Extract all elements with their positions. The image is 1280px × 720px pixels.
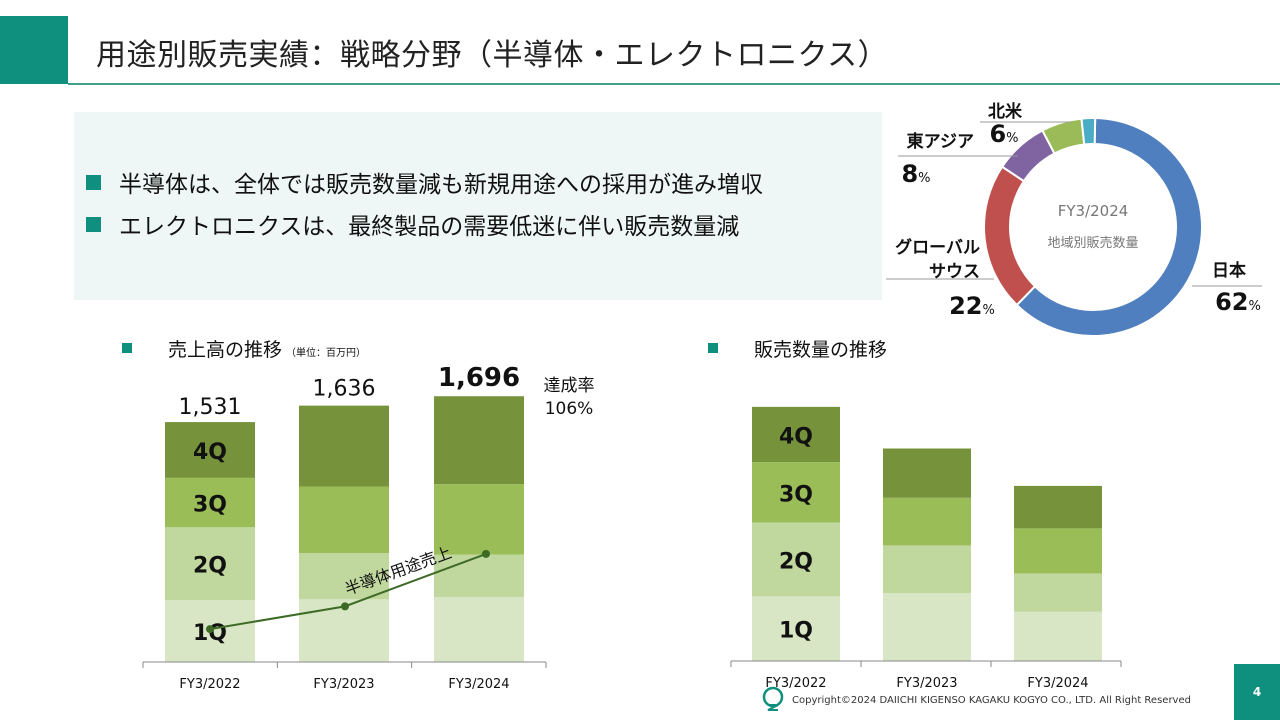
region-label: 北米 bbox=[988, 101, 1023, 122]
bar-segment bbox=[752, 522, 840, 597]
bar-segment bbox=[299, 405, 389, 487]
region-percent: 8% bbox=[901, 160, 930, 188]
donut-slice bbox=[1080, 117, 1097, 146]
semiconductor-point bbox=[341, 602, 349, 611]
summary-box: 半導体は、全体では販売数量減も新規用途への採用が進み増収 エレクトロニクスは、最… bbox=[74, 112, 882, 300]
bar-segment bbox=[883, 448, 971, 498]
region-label: 東アジア bbox=[907, 131, 974, 152]
bar-total-label: 1,531 bbox=[179, 395, 242, 420]
summary-bullet: エレクトロニクスは、最終製品の需要低迷に伴い販売数量減 bbox=[86, 207, 739, 241]
volume-bar-chart: 1Q 2Q 3Q 4Q FY3/2022 FY3/2023 FY3/2024 bbox=[730, 406, 1122, 691]
bar-segment bbox=[1014, 485, 1102, 529]
donut-center-sublabel: 地域別販売数量 bbox=[1047, 235, 1138, 251]
sales-chart-heading: 売上高の推移 （単位：百万円） bbox=[122, 335, 366, 362]
title-accent-block bbox=[0, 16, 68, 84]
achievement-value: 106% bbox=[545, 399, 594, 419]
bar-segment bbox=[434, 596, 524, 662]
x-tick-label: FY3/2024 bbox=[1027, 676, 1088, 691]
bar-segment bbox=[883, 497, 971, 546]
region-label: グローバル bbox=[895, 237, 980, 258]
bar-segment bbox=[434, 554, 524, 597]
x-tick-label: FY3/2022 bbox=[765, 676, 826, 691]
x-tick-label: FY3/2024 bbox=[448, 677, 509, 692]
bar-segment bbox=[752, 462, 840, 523]
page-number: 4 bbox=[1252, 685, 1262, 699]
bar-segment bbox=[434, 484, 524, 555]
bar-segment bbox=[1014, 573, 1102, 612]
donut-slice bbox=[983, 165, 1037, 307]
bar-segment bbox=[299, 553, 389, 600]
percent-unit: % bbox=[918, 171, 930, 186]
quarter-label: 1Q bbox=[193, 621, 227, 646]
donut-slice bbox=[1015, 117, 1203, 337]
region-percent: 6% bbox=[989, 120, 1018, 148]
percent-unit: % bbox=[983, 303, 995, 318]
quarter-label: 1Q bbox=[779, 619, 813, 644]
bullet-square-icon bbox=[86, 217, 101, 232]
bar-segment bbox=[434, 396, 524, 485]
region-label: サウス bbox=[929, 262, 980, 282]
quarter-label: 3Q bbox=[193, 493, 227, 518]
region-label: 日本 bbox=[1212, 260, 1246, 281]
bar-segment bbox=[883, 593, 971, 661]
page-title: 用途別販売実績：戦略分野（半導体・エレクトロニクス） bbox=[96, 38, 889, 73]
summary-bullet-text: エレクトロニクスは、最終製品の需要低迷に伴い販売数量減 bbox=[119, 214, 740, 240]
summary-bullet: 半導体は、全体では販売数量減も新規用途への採用が進み増収 bbox=[86, 165, 763, 199]
x-tick-label: FY3/2022 bbox=[179, 677, 240, 692]
quarter-label: 3Q bbox=[779, 482, 813, 507]
copyright-text: Copyright©2024 DAIICHI KIGENSO KAGAKU KO… bbox=[792, 695, 1191, 706]
bar-segment bbox=[752, 406, 840, 463]
bar-segment bbox=[165, 422, 255, 478]
quarter-label: 2Q bbox=[193, 554, 227, 579]
bar-segment bbox=[165, 527, 255, 601]
x-tick-label: FY3/2023 bbox=[896, 676, 957, 691]
region-percent: 62% bbox=[1215, 288, 1261, 316]
company-logo-icon bbox=[762, 686, 784, 711]
donut-center-label: FY3/2024 bbox=[1058, 202, 1129, 220]
summary-bullet-text: 半導体は、全体では販売数量減も新規用途への採用が進み増収 bbox=[119, 172, 763, 198]
volume-chart-title: 販売数量の推移 bbox=[754, 339, 888, 361]
quarter-label: 2Q bbox=[779, 549, 813, 574]
page-number-box: 4 bbox=[1234, 664, 1280, 720]
bullet-square-icon bbox=[86, 175, 101, 190]
title-divider bbox=[68, 83, 1280, 85]
bar-segment bbox=[883, 545, 971, 593]
quarter-label: 4Q bbox=[193, 440, 227, 465]
quarter-label: 4Q bbox=[779, 424, 813, 449]
heading-square-icon bbox=[708, 343, 718, 353]
bar-segment bbox=[752, 596, 840, 661]
volume-chart-heading: 販売数量の推移 bbox=[708, 335, 887, 362]
bar-total-label: 1,636 bbox=[313, 377, 376, 402]
bar-total-label: 1,696 bbox=[438, 363, 520, 393]
achievement-label: 達成率 bbox=[544, 376, 595, 396]
percent-unit: % bbox=[1006, 131, 1018, 146]
percent-unit: % bbox=[1249, 299, 1261, 314]
x-tick-label: FY3/2023 bbox=[313, 677, 374, 692]
sales-chart-unit: （単位：百万円） bbox=[286, 348, 367, 359]
sales-bar-chart: 1Q 2Q 3Q 4Q FY3/2022 FY3/2023 FY3/2024 1,531 1,6… bbox=[142, 363, 595, 692]
bar-segment bbox=[1014, 611, 1102, 661]
sales-chart-title: 売上高の推移 bbox=[168, 339, 283, 361]
semiconductor-point bbox=[482, 549, 490, 558]
bar-segment bbox=[165, 477, 255, 528]
region-percent: 22% bbox=[949, 292, 995, 320]
bar-segment bbox=[299, 486, 389, 554]
bar-segment bbox=[1014, 528, 1102, 574]
semiconductor-point bbox=[206, 625, 214, 634]
heading-square-icon bbox=[122, 343, 132, 353]
